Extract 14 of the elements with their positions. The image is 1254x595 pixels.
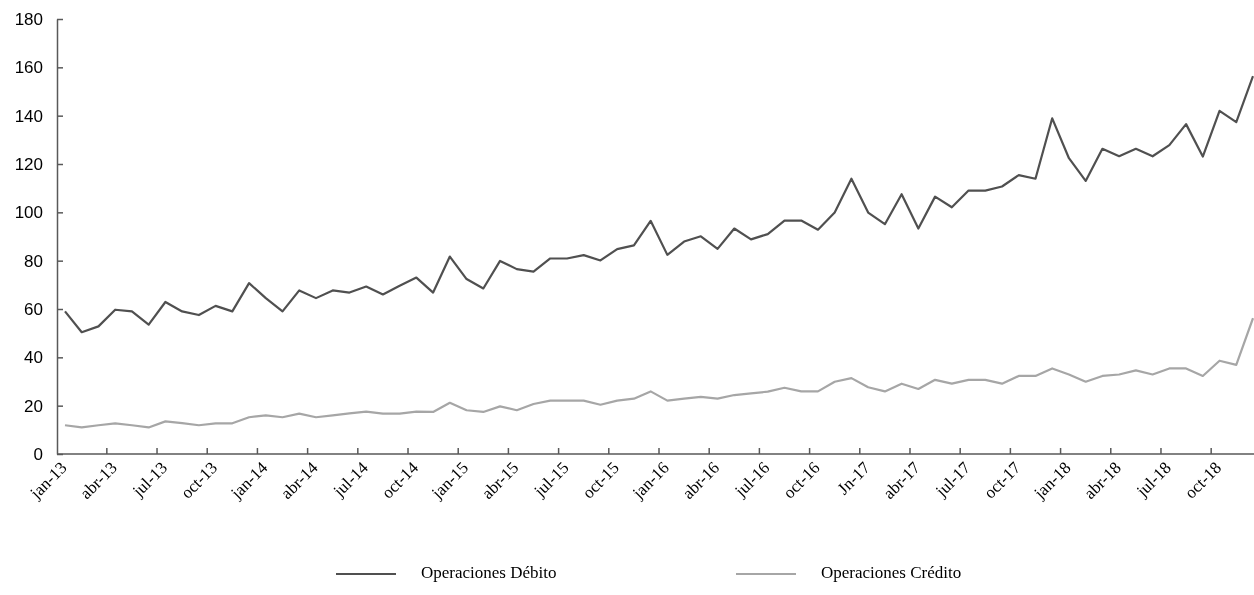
y-tick-label: 80	[24, 251, 43, 271]
y-tick-label: 40	[24, 348, 43, 368]
y-tick-label: 180	[14, 9, 43, 29]
y-tick-label: 120	[14, 154, 43, 174]
y-tick-label: 20	[24, 396, 43, 416]
line-series	[63, 317, 1254, 429]
y-tick-label: 140	[14, 106, 43, 126]
y-tick-label: 100	[14, 203, 43, 223]
line-series	[63, 74, 1254, 334]
y-tick-label: 160	[14, 58, 43, 78]
legend-label: Operaciones Débito	[421, 562, 557, 582]
legend-label: Operaciones Crédito	[821, 562, 962, 582]
y-tick-label: 0	[33, 444, 43, 464]
y-tick-label: 60	[24, 299, 43, 319]
